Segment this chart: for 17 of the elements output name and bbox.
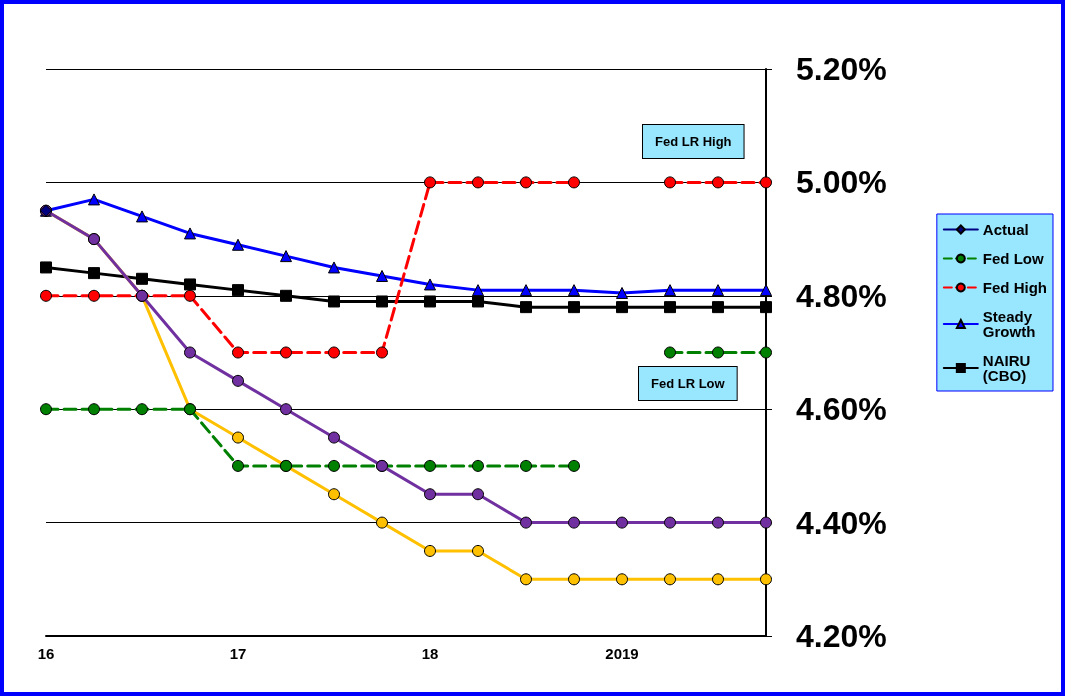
y-tick-label: 5.00% [796, 164, 887, 201]
y-tick-label: 4.80% [796, 277, 887, 314]
x-tick-label: 17 [229, 645, 247, 662]
annotation: Fed LR High [655, 134, 732, 149]
y-tick-label: 4.40% [796, 504, 887, 541]
legend-label: NAIRU (CBO) [982, 352, 1035, 384]
legend-label: Fed Low [982, 250, 1044, 267]
legend-label: Fed High [982, 279, 1048, 296]
annotation: Fed LR Low [651, 376, 726, 391]
y-tick-label: 4.60% [796, 391, 887, 428]
x-tick-label: 16 [37, 645, 55, 662]
y-tick-label: 5.20% [796, 51, 887, 87]
x-tick-label: 18 [421, 645, 439, 662]
legend-label: Steady Growth [982, 308, 1037, 340]
x-tick-label: 2019 [605, 645, 639, 662]
y-tick-label: 4.20% [796, 618, 887, 654]
legend-label: Actual [982, 221, 1029, 238]
